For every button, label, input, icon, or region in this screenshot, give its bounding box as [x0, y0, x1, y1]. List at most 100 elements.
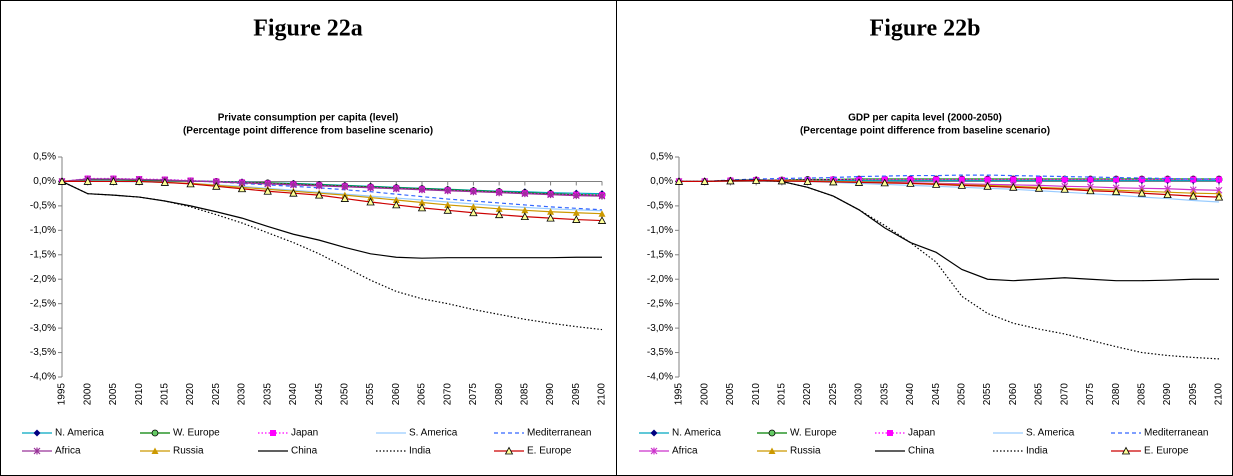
- y-tick-label: -2,5%: [647, 298, 673, 309]
- chart-subtitle: (Percentage point difference from baseli…: [183, 126, 433, 137]
- legend-marker: [650, 429, 658, 437]
- y-tick-label: 0,0%: [650, 176, 673, 187]
- point-marker: [1086, 186, 1095, 195]
- point-marker: [984, 176, 991, 183]
- series-line: [679, 179, 1220, 360]
- legend-label: Africa: [55, 446, 81, 457]
- legend-marker: [650, 447, 658, 455]
- legend-label: Russia: [790, 446, 821, 457]
- point-marker: [957, 181, 967, 189]
- point-marker: [521, 190, 529, 198]
- point-marker: [392, 185, 400, 193]
- legend-label: N. America: [55, 428, 104, 439]
- point-marker: [263, 186, 272, 195]
- point-marker: [57, 177, 67, 185]
- x-tick-label: 2075: [468, 383, 479, 406]
- y-tick-label: -4,0%: [647, 372, 673, 383]
- x-tick-label: 2085: [519, 383, 530, 406]
- x-tick-label: 2050: [956, 383, 967, 406]
- x-tick-label: 2050: [339, 383, 350, 406]
- point-marker: [1010, 176, 1017, 183]
- x-tick-label: 2080: [1111, 383, 1122, 406]
- point-marker: [315, 182, 323, 190]
- point-marker: [1113, 176, 1120, 183]
- legend-marker: [504, 446, 514, 455]
- point-marker: [726, 176, 735, 185]
- series-line: [679, 178, 1219, 183]
- point-marker: [314, 190, 324, 199]
- y-tick-label: -1,0%: [647, 225, 673, 236]
- point-marker: [290, 181, 297, 189]
- x-tick-label: 1995: [57, 383, 68, 406]
- legend-label: N. America: [672, 428, 721, 439]
- legend-label: W. Europe: [173, 428, 220, 439]
- legend-marker: [768, 429, 776, 437]
- x-tick-label: 2070: [442, 383, 453, 406]
- x-tick-label: 2100: [597, 383, 608, 406]
- x-tick-label: 2055: [982, 383, 993, 406]
- x-tick-label: 2085: [1136, 383, 1147, 406]
- point-marker: [983, 181, 992, 190]
- x-tick-label: 2090: [1162, 383, 1173, 406]
- y-tick-label: -1,5%: [647, 249, 673, 260]
- legend-label: Russia: [173, 446, 204, 457]
- point-marker: [751, 176, 761, 184]
- point-marker: [700, 177, 709, 185]
- point-marker: [598, 192, 606, 200]
- point-marker: [495, 205, 503, 212]
- x-tick-label: 2045: [931, 383, 942, 406]
- y-tick-label: -3,0%: [647, 323, 673, 334]
- point-marker: [1009, 182, 1018, 191]
- point-marker: [931, 180, 941, 188]
- series-line: [62, 180, 603, 222]
- y-tick-label: 0,0%: [33, 176, 56, 187]
- point-marker: [1189, 191, 1198, 200]
- point-marker: [341, 183, 349, 191]
- x-tick-label: 2020: [185, 383, 196, 406]
- x-tick-label: 2000: [699, 383, 710, 406]
- point-marker: [598, 210, 606, 217]
- point-marker: [1138, 176, 1145, 183]
- point-marker: [443, 205, 452, 214]
- y-tick-label: -3,5%: [30, 347, 56, 358]
- x-tick-label: 2000: [82, 383, 93, 406]
- point-marker: [417, 203, 427, 212]
- point-marker: [134, 177, 144, 185]
- point-marker: [597, 216, 607, 224]
- legend-label: China: [291, 446, 318, 457]
- series-line: [61, 178, 603, 211]
- legend-label: S. America: [1026, 428, 1075, 439]
- legend-label: China: [908, 446, 935, 457]
- legend-marker: [151, 447, 159, 454]
- y-tick-label: -2,0%: [30, 274, 56, 285]
- x-tick-label: 2040: [905, 383, 916, 406]
- figure-heading: Figure 22a: [253, 16, 363, 42]
- point-marker: [572, 215, 581, 223]
- y-tick-label: -4,0%: [30, 372, 56, 383]
- x-tick-label: 2015: [159, 383, 170, 406]
- x-tick-label: 2025: [828, 383, 839, 406]
- point-marker: [367, 194, 375, 201]
- point-marker: [1061, 176, 1068, 183]
- point-marker: [1111, 187, 1121, 196]
- y-tick-label: -1,5%: [30, 249, 56, 260]
- point-marker: [160, 178, 170, 186]
- point-marker: [186, 179, 195, 188]
- x-tick-label: 2035: [262, 383, 273, 406]
- point-marker: [494, 210, 504, 219]
- point-marker: [1036, 176, 1042, 183]
- point-marker: [674, 177, 684, 185]
- point-marker: [289, 188, 298, 197]
- series-line: [679, 174, 1219, 183]
- chart-subtitle: (Percentage point difference from baseli…: [800, 126, 1050, 137]
- x-tick-label: 2005: [725, 383, 736, 406]
- point-marker: [572, 209, 580, 216]
- point-marker: [854, 178, 864, 186]
- point-marker: [418, 198, 426, 206]
- y-tick-label: 0,5%: [33, 152, 56, 163]
- x-tick-label: 2035: [879, 383, 890, 406]
- series-line: [61, 180, 602, 259]
- legend-label: E. Europe: [1144, 446, 1189, 457]
- legend-label: India: [409, 446, 431, 457]
- x-tick-label: 2065: [1034, 383, 1045, 406]
